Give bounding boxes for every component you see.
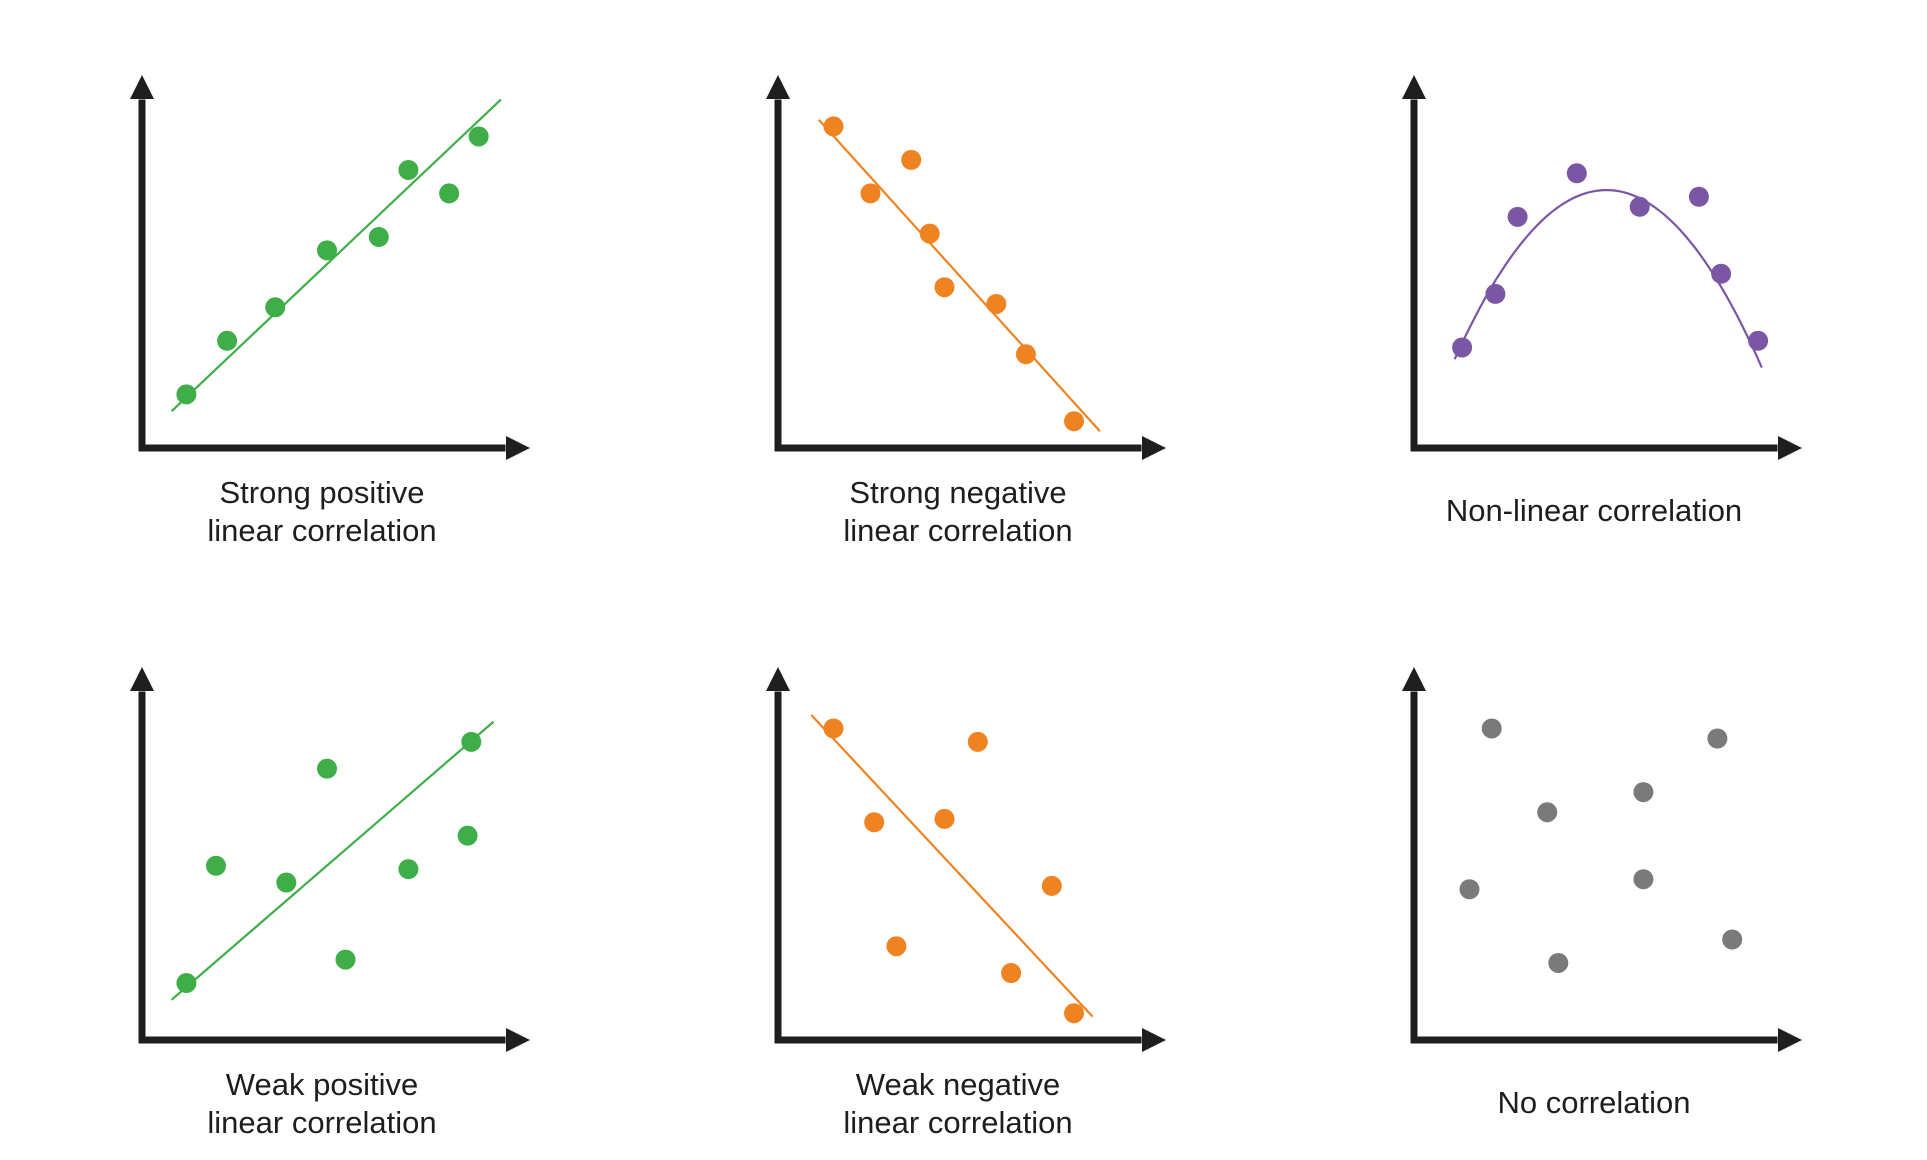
data-point-7 bbox=[1015, 344, 1036, 365]
data-point-2 bbox=[217, 330, 238, 351]
data-point-3 bbox=[276, 872, 297, 893]
data-point-1 bbox=[1481, 718, 1502, 739]
x-axis-arrow-icon bbox=[506, 1028, 530, 1052]
data-point-3 bbox=[1537, 802, 1558, 823]
chart-caption: Weak negative linear correlation bbox=[843, 1067, 1072, 1140]
data-point-2 bbox=[1485, 283, 1506, 304]
data-point-4 bbox=[934, 808, 955, 829]
data-point-6 bbox=[986, 293, 1007, 314]
data-point-1 bbox=[823, 718, 844, 739]
x-axis-arrow-icon bbox=[1778, 1028, 1802, 1052]
x-axis-arrow-icon bbox=[1142, 436, 1166, 460]
data-point-2 bbox=[1459, 879, 1480, 900]
caption-line: linear correlation bbox=[843, 1105, 1072, 1140]
data-point-3 bbox=[265, 297, 286, 318]
caption-line: Strong negative bbox=[849, 475, 1066, 510]
data-point-6 bbox=[1688, 186, 1709, 207]
y-axis-arrow-icon bbox=[766, 75, 790, 99]
x-axis-arrow-icon bbox=[1142, 1028, 1166, 1052]
data-point-6 bbox=[398, 159, 419, 180]
chart-panel-3: Non-linear correlation bbox=[1402, 75, 1802, 528]
trend-line bbox=[810, 714, 1094, 1018]
data-point-6 bbox=[1001, 963, 1022, 983]
data-point-7 bbox=[1707, 728, 1728, 749]
chart-panel-6: No correlation bbox=[1402, 667, 1802, 1120]
data-point-2 bbox=[206, 855, 226, 876]
data-point-4 bbox=[919, 223, 940, 244]
data-point-4 bbox=[317, 240, 337, 261]
data-point-2 bbox=[864, 812, 885, 833]
caption-line: Non-linear correlation bbox=[1446, 493, 1742, 528]
data-point-1 bbox=[176, 973, 197, 994]
caption-line: No correlation bbox=[1498, 1085, 1691, 1120]
data-point-6 bbox=[398, 859, 419, 880]
data-point-5 bbox=[967, 731, 988, 752]
caption-line: linear correlation bbox=[843, 513, 1072, 548]
data-point-2 bbox=[860, 183, 881, 204]
y-axis-arrow-icon bbox=[130, 75, 154, 99]
trend-line bbox=[170, 720, 495, 1001]
chart-caption: Non-linear correlation bbox=[1446, 493, 1742, 528]
caption-line: linear correlation bbox=[207, 1105, 436, 1140]
chart-panel-1: Strong positive linear correlation bbox=[130, 75, 530, 548]
chart-caption: Strong negative linear correlation bbox=[843, 475, 1072, 548]
data-point-5 bbox=[1629, 196, 1650, 217]
y-axis-arrow-icon bbox=[1402, 75, 1426, 99]
data-point-8 bbox=[1064, 411, 1084, 432]
x-axis-arrow-icon bbox=[1778, 436, 1802, 460]
y-axis-arrow-icon bbox=[130, 667, 154, 691]
chart-caption: Weak positive linear correlation bbox=[207, 1067, 436, 1140]
y-axis-arrow-icon bbox=[766, 667, 790, 691]
data-point-8 bbox=[1722, 929, 1743, 950]
trend-curve bbox=[1453, 189, 1763, 369]
caption-line: Strong positive bbox=[219, 475, 424, 510]
data-point-8 bbox=[1748, 330, 1769, 351]
caption-line: linear correlation bbox=[207, 513, 436, 548]
data-point-1 bbox=[176, 384, 197, 405]
data-point-6 bbox=[1633, 869, 1654, 890]
data-point-3 bbox=[901, 149, 922, 170]
data-point-3 bbox=[886, 936, 907, 957]
data-point-5 bbox=[335, 949, 356, 970]
data-point-1 bbox=[823, 116, 844, 137]
data-point-5 bbox=[368, 226, 389, 247]
data-point-8 bbox=[468, 126, 489, 147]
chart-panel-5: Weak negative linear correlation bbox=[766, 667, 1166, 1140]
data-point-7 bbox=[439, 183, 460, 204]
chart-panel-4: Weak positive linear correlation bbox=[130, 667, 530, 1140]
data-point-8 bbox=[1064, 1003, 1084, 1024]
caption-line: Weak negative bbox=[856, 1067, 1061, 1102]
data-point-4 bbox=[1548, 952, 1569, 973]
data-point-1 bbox=[1452, 337, 1473, 358]
data-point-5 bbox=[934, 277, 955, 298]
data-point-4 bbox=[1566, 163, 1587, 184]
trend-line bbox=[817, 118, 1101, 432]
x-axis-arrow-icon bbox=[506, 436, 530, 460]
data-point-5 bbox=[1633, 782, 1654, 803]
chart-caption: Strong positive linear correlation bbox=[207, 475, 436, 548]
data-point-8 bbox=[461, 731, 482, 752]
data-point-4 bbox=[317, 758, 337, 779]
chart-panel-2: Strong negative linear correlation bbox=[766, 75, 1166, 548]
trend-line bbox=[170, 98, 502, 412]
data-point-7 bbox=[1041, 875, 1062, 896]
data-point-7 bbox=[457, 825, 478, 846]
chart-caption: No correlation bbox=[1498, 1085, 1691, 1120]
data-point-7 bbox=[1711, 263, 1732, 284]
caption-line: Weak positive bbox=[226, 1067, 418, 1102]
y-axis-arrow-icon bbox=[1402, 667, 1426, 691]
data-point-3 bbox=[1507, 206, 1528, 227]
